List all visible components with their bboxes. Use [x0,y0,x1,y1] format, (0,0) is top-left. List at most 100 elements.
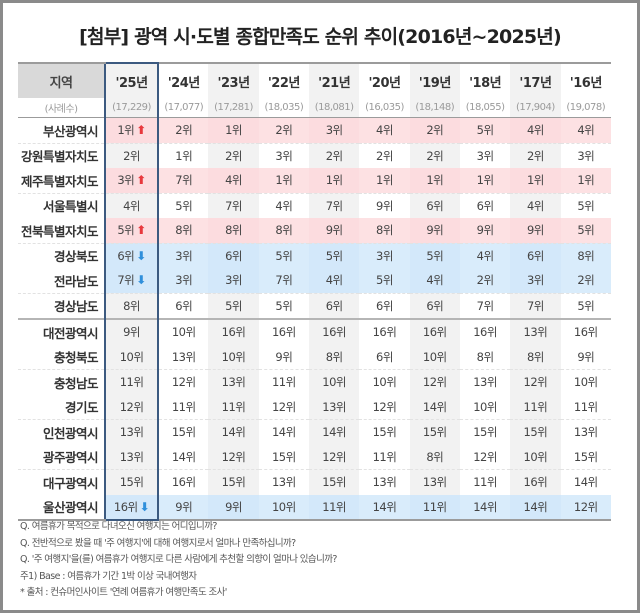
rank-cell: 1위 [409,168,460,193]
rank-cell: 8위 [510,344,561,370]
rank-cell: 6위 [158,292,209,319]
rank-cell: 6위 [359,292,410,319]
rank-value: 5위 [117,223,135,238]
rank-cell: 2위 [409,142,460,168]
rank-cell: 8위 [460,345,510,370]
rank-cell-2025: 15위 [104,469,160,495]
rank-value: 6위 [426,298,444,313]
rank-table: 지역 '25년 '24년 '23년 '22년 '21년 '20년 '19년 '1… [18,62,611,521]
rank-value: 9위 [376,198,393,213]
rank-value: 4위 [577,123,595,138]
rank-cell: 16위 [409,318,460,345]
rank-cell: 15위 [359,419,410,445]
rank-cell: 9위 [359,192,410,218]
rank-cell: 3위 [459,142,511,168]
rank-cell: 14위 [158,445,208,470]
rank-cell: 5위 [359,268,410,293]
rank-value: 4위 [275,198,293,213]
rank-value: 5위 [476,123,494,138]
rank-cell: 14위 [359,494,410,521]
rank-value: 6위 [175,298,193,313]
rank-cell: 16위 [258,318,309,345]
rank-value: 15위 [271,449,296,464]
rank-value: 7위 [476,298,494,313]
sample-size: (18,055) [459,98,511,118]
sample-size-row: (사례수) (17,229) (17,077) (17,281) (18,035… [18,98,611,118]
rank-cell: 12위 [510,369,561,395]
rank-value: 16위 [422,325,447,340]
rank-cell-2025: 11위 [104,369,160,395]
rank-cell: 6위 [409,292,460,319]
rank-cell: 10위 [510,444,561,470]
rank-value: 12위 [573,499,598,514]
rank-value: 12위 [473,449,497,464]
rank-cell: 3위 [359,242,410,268]
rank-cell: 10위 [359,369,410,395]
rank-cell-2025: 1위 ⬆ [104,117,160,143]
rank-cell: 2위 [208,142,259,168]
rank-cell-2025: 13위 [104,444,160,470]
rank-value: 11위 [523,399,548,414]
rank-cell: 9위 [459,218,511,243]
rank-cell-2025: 13위 [104,419,160,445]
rank-cell: 4위 [309,268,360,293]
rank-value: 15위 [119,475,144,490]
rank-cell: 10위 [409,344,460,370]
rank-value: 14위 [422,399,447,414]
table-row: 울산광역시 16위 ⬇ 9위 9위 10위 11위 14위 11위 14위 14위 12위 [18,494,611,521]
rank-value: 1위 [526,173,544,188]
footnote: Q. 여름휴가 목적으로 다녀오신 여행지는 어디입니까? [20,521,217,532]
rank-cell: 2위 [359,142,410,168]
year-header: '20년 [359,62,410,98]
region-header: 지역 [18,62,106,98]
rank-value: 3위 [275,148,293,163]
rank-value: 8위 [123,298,140,313]
rank-cell: 14위 [208,419,259,445]
rank-cell: 14위 [510,494,561,521]
rank-value: 13위 [523,325,548,340]
rank-cell: 14위 [409,394,460,420]
rank-cell: 5위 [409,242,460,268]
rank-cell: 11위 [158,395,208,420]
year-header: '18년 [459,62,511,98]
rank-cell-2025: 2위 [104,142,160,168]
rank-value: 12위 [322,449,347,464]
sample-size: (18,148) [409,98,460,118]
rank-cell: 13위 [510,318,561,345]
rank-value: 7위 [526,298,544,313]
rank-cell-2025: 9위 [104,318,160,345]
rank-cell: 4위 [560,117,611,143]
region-name: 전북특별자치도 [21,223,99,239]
table-row: 충청남도 11위 12위 13위 11위 10위 10위 12위 13위 12위 10위 [18,369,611,395]
rank-cell: 4위 [258,192,309,218]
rank-value: 7위 [175,173,193,188]
table-row: 대전광역시 9위 10위 16위 16위 16위 16위 16위 16위 13위 16위 [18,318,611,345]
rank-cell-2025: 3위 ⬆ [104,168,160,193]
region-name: 충청남도 [18,369,106,395]
rank-value: 10위 [271,499,296,514]
year-header: '25년 [104,62,160,98]
rank-cell: 15위 [459,419,511,445]
rank-cell: 5위 [258,242,309,268]
rank-value: 14위 [523,499,548,514]
rank-cell: 13위 [258,469,309,495]
table-row: 강원특별자치도 2위 1위 2위 3위 2위 2위 2위 3위 2위 3위 [18,142,611,168]
rank-value: 14위 [171,449,196,464]
rank-cell: 12위 [158,369,209,395]
rank-cell: 14위 [309,419,360,445]
rank-cell: 13위 [560,419,611,445]
year-header: '21년 [309,62,360,98]
rank-value: 16위 [171,475,196,490]
rank-cell: 12위 [560,494,611,521]
rank-value: 16위 [523,475,548,490]
sample-size: (18,081) [309,98,360,118]
rank-value: 11위 [322,499,347,514]
region-name: 대구광역시 [18,469,106,495]
rank-value: 4위 [225,173,242,188]
rank-value: 1위 [117,123,135,138]
rank-value: 7위 [117,273,135,288]
region-name: 대전광역시 [18,318,106,345]
table-row: 인천광역시 13위 15위 14위 14위 14위 15위 15위 15위 15위 13위 [18,419,611,445]
rank-value: 9위 [275,349,293,364]
rank-cell: 15위 [259,445,309,470]
